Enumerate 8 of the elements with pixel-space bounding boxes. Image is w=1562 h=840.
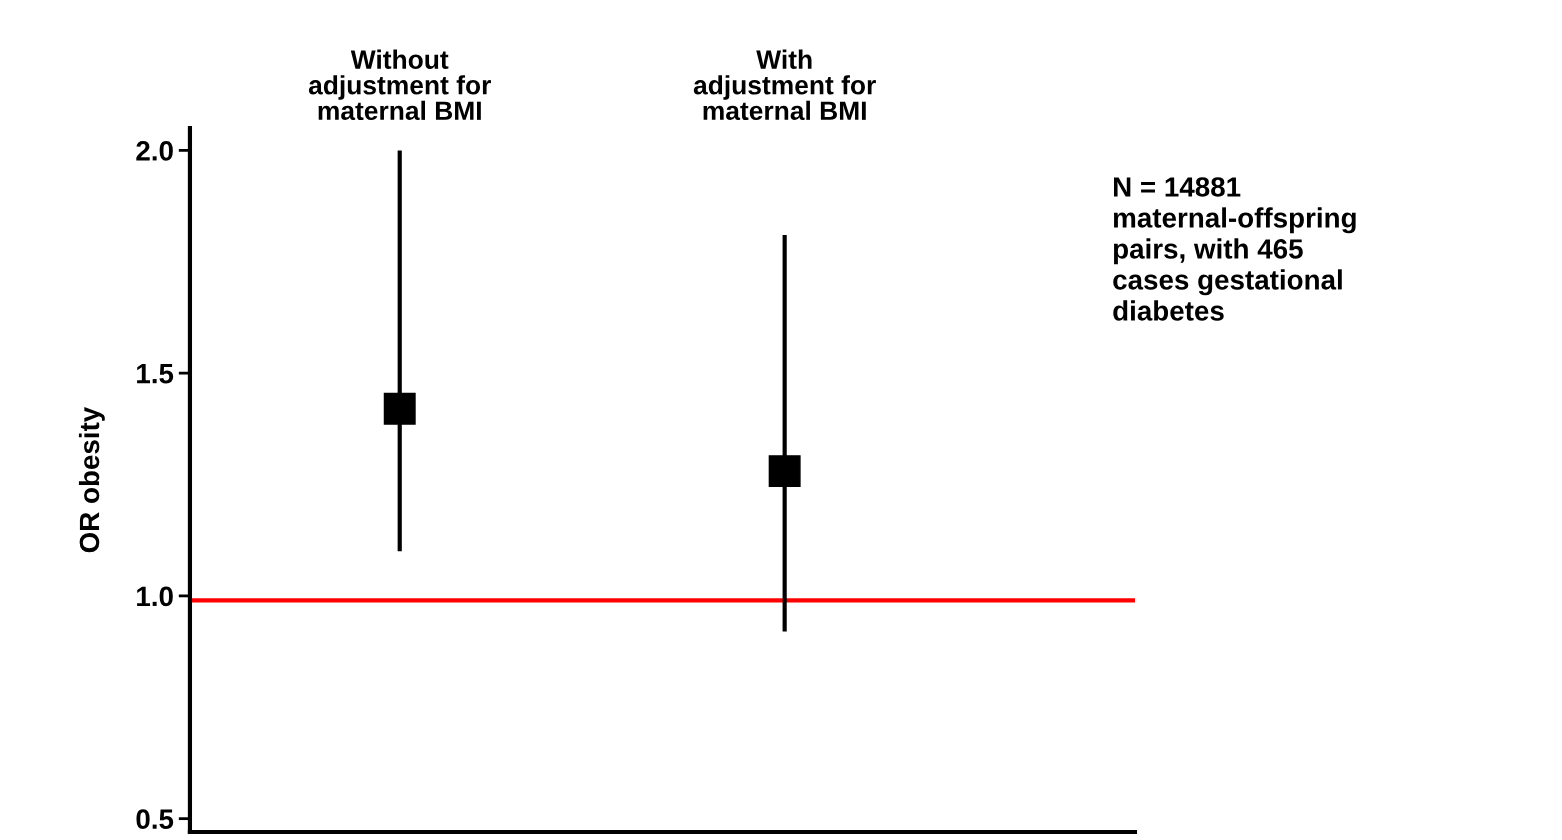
y-tick-label: 1.5 xyxy=(137,364,174,384)
y-tick-label: 2.0 xyxy=(136,141,173,161)
x-tick-label: With adjustment for maternal BMI xyxy=(693,49,876,121)
y-tick-label: 0.5 xyxy=(136,809,174,829)
x-tick-label: Without adjustment for maternal BMI xyxy=(308,49,491,121)
y-axis-title: OR obesity xyxy=(78,406,105,553)
y-tick-label: 1.0 xyxy=(137,586,173,607)
annotation: N = 14881 maternal-offspring pairs, with 465 cases gestational diabetes xyxy=(1113,177,1356,321)
